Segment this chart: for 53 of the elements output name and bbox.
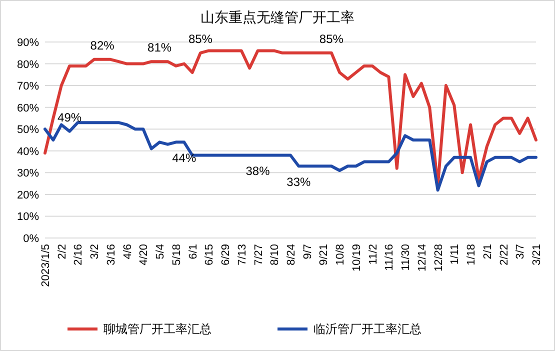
x-tick-label: 5/4 (154, 244, 167, 260)
y-tick-label: 90% (16, 37, 40, 49)
x-tick-label: 6/15 (204, 244, 216, 266)
x-tick-label: 3/16 (105, 244, 118, 266)
y-tick-label: 60% (16, 102, 40, 114)
x-tick-label: 2023/1/5 (40, 244, 52, 287)
y-tick-label: 10% (16, 211, 40, 224)
x-tick-label: 2/22 (498, 244, 510, 266)
x-tick-label: 8/10 (269, 244, 282, 266)
x-tick-label: 11/16 (384, 244, 396, 271)
x-tick-label: 10/8 (334, 244, 347, 266)
x-tick-label: 11/30 (400, 244, 412, 271)
data-label: 85% (319, 32, 344, 46)
x-tick-label: 5/18 (170, 244, 183, 266)
legend-label: 聊城管厂开工率汇总 (104, 322, 212, 336)
legend-label: 临沂管厂开工率汇总 (314, 322, 422, 336)
x-tick-label: 9/7 (302, 244, 314, 260)
x-tick-label: 6/29 (220, 244, 232, 266)
x-tick-label: 12/14 (416, 244, 428, 272)
x-tick-label: 8/24 (286, 244, 298, 266)
data-label: 38% (246, 164, 270, 178)
data-label: 81% (148, 40, 172, 55)
y-tick-label: 20% (16, 189, 40, 202)
x-tick-label: 7/27 (252, 244, 265, 266)
data-label: 44% (172, 151, 196, 166)
y-tick-label: 40% (16, 146, 40, 158)
y-tick-label: 80% (16, 58, 40, 71)
y-tick-label: 30% (16, 168, 40, 180)
x-tick-label: 6/1 (187, 244, 200, 260)
x-tick-label: 10/19 (350, 244, 363, 272)
y-tick-label: 70% (16, 80, 40, 93)
x-tick-label: 4/20 (138, 244, 150, 266)
y-tick-label: 0% (23, 233, 40, 245)
x-tick-label: 2/2 (56, 244, 68, 260)
x-tick-label: 1/18 (466, 244, 478, 266)
data-label: 49% (58, 110, 82, 124)
x-tick-label: 3/21 (531, 244, 543, 266)
x-tick-label: 11/2 (367, 244, 380, 265)
x-tick-label: 2/16 (72, 244, 85, 266)
x-tick-label: 1/11 (449, 244, 462, 265)
data-label: 33% (286, 175, 312, 190)
y-tick-label: 50% (16, 124, 40, 136)
x-tick-label: 9/21 (318, 244, 330, 266)
x-tick-label: 12/28 (432, 244, 445, 272)
chart-title: 山东重点无缝管厂开工率 (200, 9, 354, 25)
x-tick-label: 3/2 (89, 244, 102, 260)
x-tick-label: 2/1 (482, 244, 494, 260)
line-series (44, 121, 538, 192)
x-tick-label: 7/13 (236, 244, 248, 266)
data-label: 82% (90, 38, 115, 52)
x-tick-label: 4/6 (122, 244, 134, 260)
x-tick-label: 3/7 (514, 244, 527, 260)
data-label: 85% (188, 32, 213, 46)
